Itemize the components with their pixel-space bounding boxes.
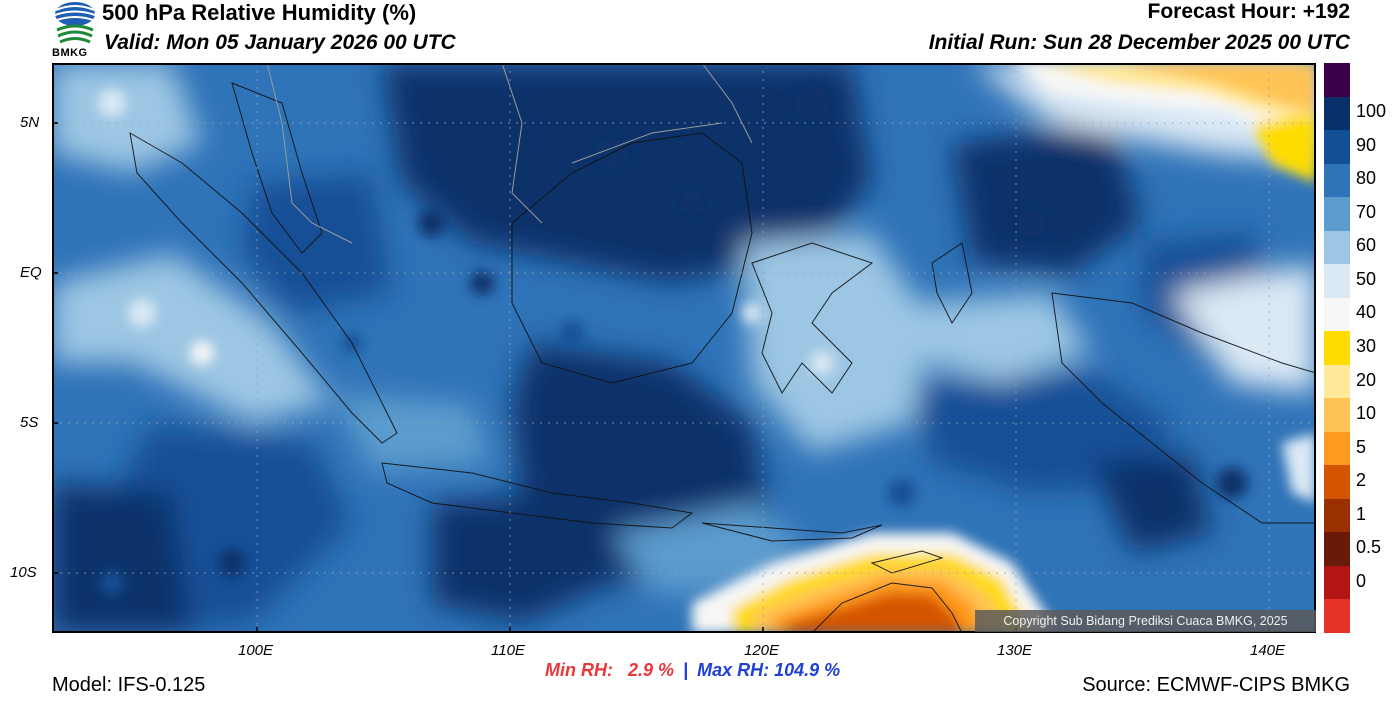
bmkg-logo-icon [54, 2, 96, 44]
colorbar-swatch [1324, 431, 1350, 466]
colorbar-label: 0 [1356, 570, 1367, 591]
papua-coast [1051, 292, 1316, 524]
initial-run: Initial Run: Sun 28 December 2025 00 UTC [928, 31, 1350, 54]
colorbar-swatch [1324, 498, 1350, 533]
colorbar-label: 100 [1356, 101, 1387, 122]
colorbar-label: 90 [1356, 134, 1377, 155]
stats-separator: | [683, 660, 689, 680]
colorbar-swatch [1324, 599, 1350, 633]
halmahera-coast [931, 242, 973, 324]
lat-label-5s: 5S [20, 414, 39, 431]
colorbar-swatch [1324, 565, 1350, 600]
valid-time: Valid: Mon 05 January 2026 00 UTC [104, 31, 456, 54]
colorbar-label: 0.5 [1356, 537, 1382, 558]
lat-label-10s: 10S [10, 564, 37, 581]
sulawesi-coast [751, 242, 874, 394]
colorbar-swatch [1324, 197, 1350, 231]
max-rh-label: Max RH: 104.9 % [697, 660, 841, 680]
lat-label-5n: 5N [20, 114, 40, 131]
colorbar-swatch [1324, 130, 1350, 164]
colorbar-label: 10 [1356, 403, 1377, 424]
rh-stats: Min RH: 2.9 % | Max RH: 104.9 % [545, 660, 840, 681]
colorbar [1324, 63, 1350, 633]
timor-coast [870, 550, 944, 574]
colorbar-label: 5 [1356, 436, 1367, 457]
lon-label-130e: 130E [997, 642, 1033, 659]
colorbar-swatch [1324, 398, 1350, 432]
sumatra-coast [129, 132, 398, 444]
min-rh-value: 2.9 % [628, 660, 675, 680]
lon-label-110e: 110E [491, 642, 525, 659]
forecast-hour: Forecast Hour: +192 [1147, 0, 1351, 23]
colorbar-label: 1 [1356, 503, 1367, 524]
colorbar-label: 2 [1356, 470, 1367, 491]
min-rh-label: Min RH: [545, 660, 613, 680]
graticule [52, 63, 1316, 633]
colorbar-swatch [1324, 331, 1350, 365]
colorbar-swatch [1324, 297, 1350, 332]
colorbar-swatch [1324, 264, 1350, 298]
copyright-notice: Copyright Sub Bidang Prediksi Cuaca BMKG… [975, 610, 1316, 632]
model-info: Model: IFS-0.125 [52, 674, 206, 696]
humidity-map [52, 63, 1316, 633]
lat-label-eq: EQ [20, 264, 42, 281]
colorbar-swatch [1324, 532, 1350, 566]
lon-label-100e: 100E [238, 642, 274, 659]
lon-label-120e: 120E [744, 642, 780, 659]
colorbar-label: 70 [1356, 201, 1377, 222]
chart-title: 500 hPa Relative Humidity (%) [102, 0, 417, 25]
source-info: Source: ECMWF-CIPS BMKG [1082, 674, 1350, 696]
java-coast [381, 462, 694, 529]
colorbar-label: 80 [1356, 168, 1377, 189]
colorbar-swatch [1324, 163, 1350, 198]
australia-coast [811, 582, 963, 633]
colorbar-label: 40 [1356, 302, 1377, 323]
colorbar-label: 50 [1356, 268, 1377, 289]
lon-label-140e: 140E [1250, 642, 1286, 659]
nusa-tenggara-coast [701, 522, 883, 542]
colorbar-swatch [1324, 465, 1350, 499]
colorbar-swatch [1324, 230, 1350, 265]
colorbar-label: 30 [1356, 336, 1377, 356]
logo-text: BMKG [52, 47, 88, 59]
malay-coast [231, 82, 323, 254]
colorbar-swatch [1324, 364, 1350, 399]
colorbar-label: 20 [1356, 369, 1377, 390]
colorbar-swatch [1324, 63, 1350, 97]
colorbar-label: 60 [1356, 235, 1377, 256]
colorbar-swatch [1324, 96, 1350, 131]
